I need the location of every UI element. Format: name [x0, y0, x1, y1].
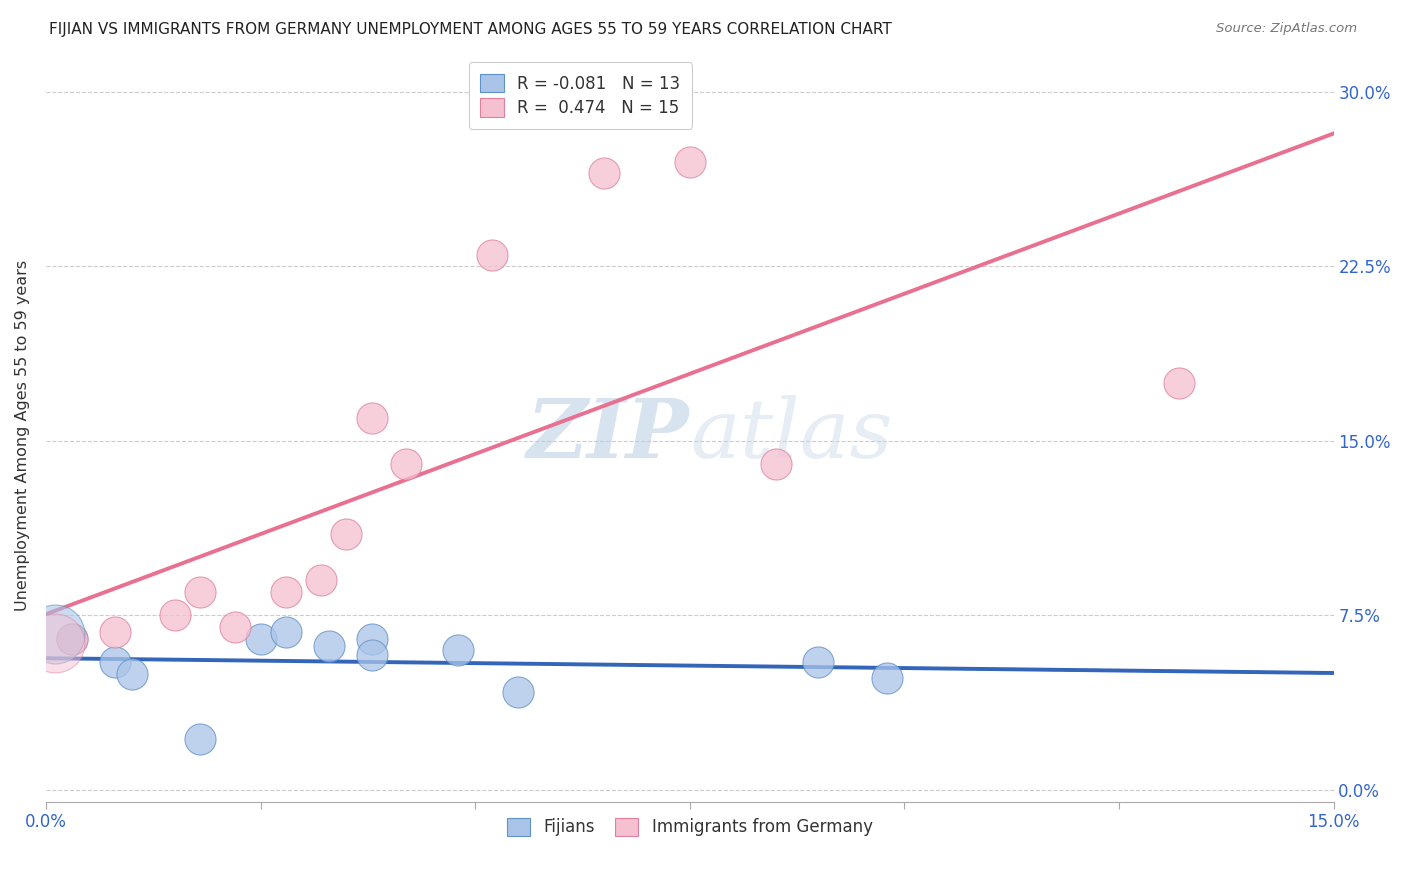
- Point: [1168, 376, 1191, 390]
- Point: [190, 585, 212, 599]
- Point: [44, 636, 66, 650]
- Point: [593, 166, 616, 180]
- Point: [807, 655, 830, 669]
- Point: [309, 574, 332, 588]
- Point: [335, 527, 357, 541]
- Point: [60, 632, 83, 646]
- Point: [104, 624, 127, 639]
- Point: [765, 457, 787, 471]
- Point: [679, 154, 702, 169]
- Point: [249, 632, 271, 646]
- Point: [60, 632, 83, 646]
- Point: [224, 620, 246, 634]
- Text: atlas: atlas: [690, 395, 893, 475]
- Text: Source: ZipAtlas.com: Source: ZipAtlas.com: [1216, 22, 1357, 36]
- Point: [876, 671, 898, 685]
- Point: [447, 643, 470, 657]
- Point: [163, 608, 186, 623]
- Point: [104, 655, 127, 669]
- Y-axis label: Unemployment Among Ages 55 to 59 years: Unemployment Among Ages 55 to 59 years: [15, 260, 30, 611]
- Point: [361, 632, 384, 646]
- Text: ZIP: ZIP: [527, 395, 690, 475]
- Text: FIJIAN VS IMMIGRANTS FROM GERMANY UNEMPLOYMENT AMONG AGES 55 TO 59 YEARS CORRELA: FIJIAN VS IMMIGRANTS FROM GERMANY UNEMPL…: [49, 22, 891, 37]
- Point: [44, 627, 66, 641]
- Point: [276, 624, 298, 639]
- Point: [361, 648, 384, 662]
- Point: [190, 731, 212, 746]
- Point: [481, 248, 503, 262]
- Point: [395, 457, 418, 471]
- Point: [506, 685, 529, 699]
- Point: [318, 639, 340, 653]
- Legend: Fijians, Immigrants from Germany: Fijians, Immigrants from Germany: [499, 809, 882, 845]
- Point: [276, 585, 298, 599]
- Point: [121, 666, 143, 681]
- Point: [361, 410, 384, 425]
